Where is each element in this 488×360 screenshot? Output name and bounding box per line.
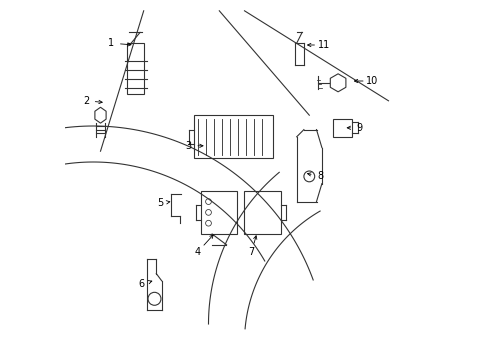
Text: 11: 11 — [317, 40, 329, 50]
Text: 1: 1 — [108, 38, 114, 48]
Text: 10: 10 — [366, 76, 378, 86]
Text: 5: 5 — [157, 198, 163, 208]
Text: 2: 2 — [83, 96, 89, 106]
Text: 6: 6 — [139, 279, 144, 289]
Text: 4: 4 — [194, 247, 201, 257]
Text: 9: 9 — [356, 123, 362, 133]
Text: 7: 7 — [248, 247, 254, 257]
Text: 3: 3 — [185, 141, 191, 151]
Text: 8: 8 — [316, 171, 323, 181]
